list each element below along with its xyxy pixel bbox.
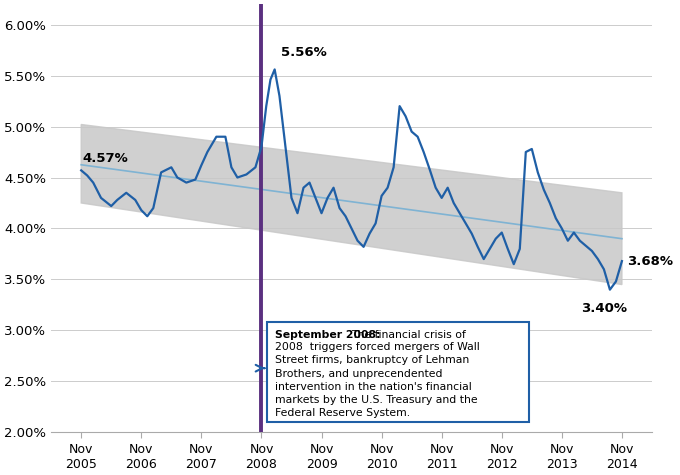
Polygon shape [81, 124, 622, 285]
Text: September 2008:: September 2008: [275, 331, 384, 341]
Text: 2008  triggers forced mergers of Wall
Street firms, bankruptcy of Lehman
Brother: 2008 triggers forced mergers of Wall Str… [275, 342, 479, 418]
Text: The financial crisis of: The financial crisis of [352, 331, 466, 341]
Text: 3.40%: 3.40% [581, 302, 627, 315]
Text: 4.57%: 4.57% [82, 152, 128, 165]
FancyBboxPatch shape [267, 323, 529, 422]
Text: 3.68%: 3.68% [627, 255, 673, 267]
Text: 5.56%: 5.56% [281, 46, 326, 59]
